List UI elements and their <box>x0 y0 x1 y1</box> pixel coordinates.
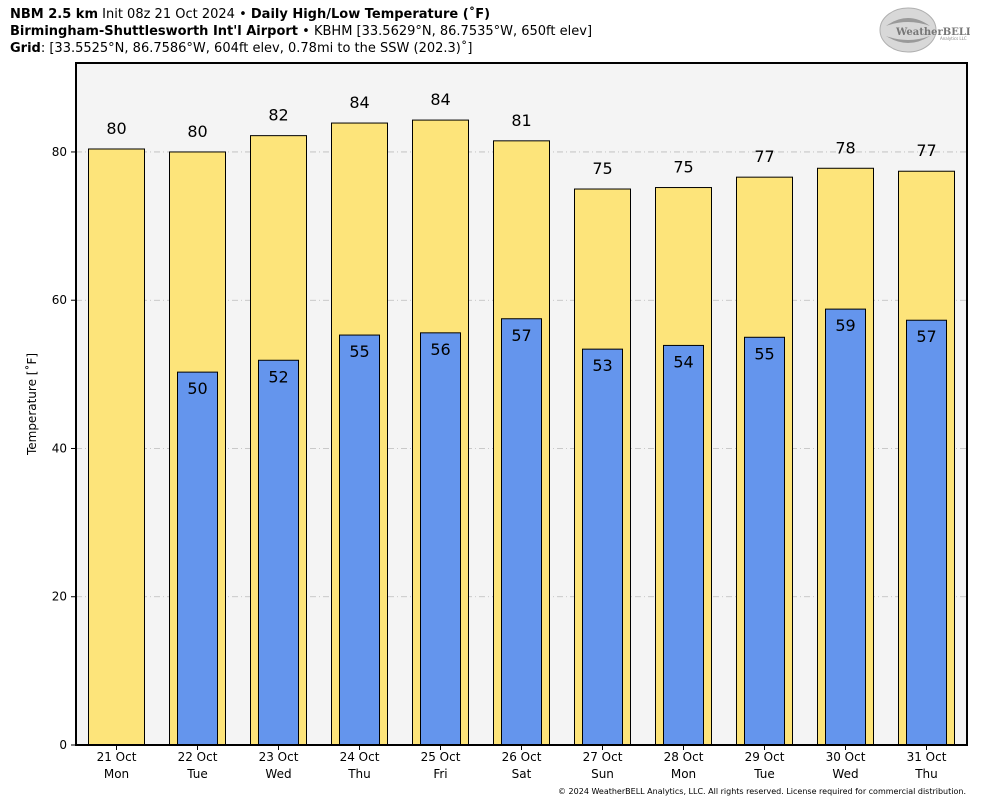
separator: • <box>302 24 310 39</box>
weatherbell-logo: WeatherBELL Analytics LLC <box>879 7 970 53</box>
high-temp-label: 80 <box>187 122 207 141</box>
low-temp-label: 59 <box>835 316 855 335</box>
low-temp-label: 50 <box>187 379 207 398</box>
x-tick-label-day: Tue <box>186 767 208 781</box>
station-name: Birmingham-Shuttlesworth Int'l Airport <box>10 24 299 39</box>
separator: • <box>239 7 247 22</box>
chart-title-line-1: NBM 2.5 km Init 08z 21 Oct 2024 • Daily … <box>10 6 490 23</box>
bars <box>88 119 955 746</box>
low-temp-label: 56 <box>430 340 450 359</box>
chart-title-line-3: Grid: [33.5525°N, 86.7586°W, 604ft elev,… <box>10 40 472 57</box>
high-temp-label: 78 <box>835 138 855 157</box>
x-tick-label-day: Mon <box>671 767 696 781</box>
y-tick-label: 40 <box>52 441 67 455</box>
low-temp-bar <box>420 332 461 746</box>
low-temp-label: 55 <box>754 344 774 363</box>
x-tick-label-date: 31 Oct <box>907 750 947 764</box>
high-temp-label: 77 <box>754 147 774 166</box>
x-tick-label-date: 21 Oct <box>97 750 137 764</box>
low-temp-label: 53 <box>592 356 612 375</box>
logo-subtext: Analytics LLC <box>940 36 967 41</box>
y-axis: 0 20 40 60 80 <box>52 145 76 752</box>
copyright-notice: © 2024 WeatherBELL Analytics, LLC. All r… <box>558 787 966 796</box>
x-tick-label-day: Mon <box>104 767 129 781</box>
x-tick-label-date: 24 Oct <box>340 750 380 764</box>
x-tick-label-day: Wed <box>832 767 858 781</box>
station-info: KBHM [33.5629°N, 86.7535°W, 650ft elev] <box>313 24 593 39</box>
x-tick-label-date: 28 Oct <box>664 750 704 764</box>
x-tick-label-date: 26 Oct <box>502 750 542 764</box>
low-temp-bar <box>339 334 380 746</box>
x-tick-label-date: 30 Oct <box>826 750 866 764</box>
x-tick-label-day: Thu <box>347 767 371 781</box>
high-temp-label: 81 <box>511 111 531 130</box>
y-axis-label: Temperature [˚F] <box>24 353 39 456</box>
x-tick-label-date: 22 Oct <box>178 750 218 764</box>
y-tick-label: 20 <box>52 590 67 604</box>
low-temp-label: 54 <box>673 352 693 371</box>
low-temp-bar <box>582 348 623 746</box>
x-axis: 21 Oct Mon 22 Oct Tue 23 Oct Wed 24 Oct Thu 25 O… <box>97 745 947 781</box>
x-tick-label-date: 27 Oct <box>583 750 623 764</box>
x-tick-label-day: Fri <box>433 767 447 781</box>
low-temp-bar <box>177 371 218 746</box>
low-temp-label: 57 <box>916 327 936 346</box>
model-name: NBM 2.5 km <box>10 7 98 22</box>
high-temp-label: 80 <box>106 119 126 138</box>
low-temp-bar <box>906 319 947 746</box>
high-temp-label: 75 <box>592 159 612 178</box>
grid-label: Grid <box>10 41 41 56</box>
low-temp-label: 52 <box>268 367 288 386</box>
chart-title-line-2: Birmingham-Shuttlesworth Int'l Airport •… <box>10 23 592 40</box>
high-temp-label: 84 <box>349 93 369 112</box>
low-temp-bar <box>501 318 542 746</box>
high-temp-label: 77 <box>916 141 936 160</box>
low-temp-bar <box>744 336 785 746</box>
low-temp-label: 57 <box>511 326 531 345</box>
y-tick-label: 0 <box>59 738 67 752</box>
x-tick-label-day: Tue <box>753 767 775 781</box>
high-temp-label: 84 <box>430 90 450 109</box>
x-tick-label-day: Wed <box>265 767 291 781</box>
high-temp-label: 82 <box>268 106 288 125</box>
init-time: Init 08z 21 Oct 2024 <box>102 7 235 22</box>
logo-text: WeatherBELL <box>895 27 970 38</box>
y-tick-label: 80 <box>52 145 67 159</box>
grid-info: : [33.5525°N, 86.7586°W, 604ft elev, 0.7… <box>40 41 473 56</box>
high-temp-label: 75 <box>673 158 693 177</box>
x-tick-label-day: Sat <box>512 767 532 781</box>
x-tick-label-day: Thu <box>914 767 938 781</box>
y-tick-label: 60 <box>52 293 67 307</box>
x-tick-label-date: 23 Oct <box>259 750 299 764</box>
x-tick-label-day: Sun <box>591 767 614 781</box>
low-temp-bar <box>663 344 704 746</box>
x-tick-label-date: 25 Oct <box>421 750 461 764</box>
low-temp-bar <box>825 308 866 746</box>
low-temp-label: 55 <box>349 342 369 361</box>
low-temp-bar <box>258 359 299 746</box>
x-tick-label-date: 29 Oct <box>745 750 785 764</box>
data-labels: 80 80 82 84 84 81 75 75 77 78 77 50 52 55 56 57 53 54 55 59… <box>106 90 936 398</box>
high-temp-bar <box>88 148 145 746</box>
product-name: Daily High/Low Temperature (˚F) <box>250 7 491 22</box>
